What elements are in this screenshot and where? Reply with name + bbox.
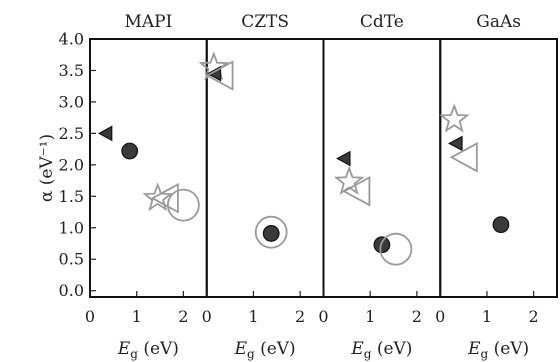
x-tick-label: 2 [529, 307, 539, 326]
data-point-circle [262, 225, 280, 242]
y-tick-label: 0.0 [59, 281, 84, 300]
y-tick-label: 1.5 [59, 187, 84, 206]
y-tick-label: 3.5 [59, 61, 84, 80]
panel-frame [89, 38, 208, 298]
data-point-triangle [448, 135, 463, 152]
panel-frame [439, 38, 558, 298]
y-tick-label: 2.0 [59, 155, 84, 174]
x-axis-label: Eg (eV) [350, 339, 412, 361]
data-point-triangle [449, 142, 478, 173]
panel-title: CdTe [360, 12, 404, 32]
data-point-triangle [97, 125, 113, 142]
panel-title: GaAs [476, 12, 521, 32]
y-axis-label: α (eV⁻¹) [37, 134, 57, 202]
data-point-circle [379, 232, 413, 266]
panel-title: CZTS [241, 12, 289, 32]
x-tick-label: 0 [202, 307, 212, 326]
data-point-triangle [342, 175, 371, 207]
data-point-triangle [336, 150, 351, 167]
x-tick-label: 1 [248, 307, 258, 326]
y-tick-label: 2.5 [59, 124, 84, 143]
data-point-circle [166, 188, 200, 222]
x-axis-label: Eg (eV) [117, 339, 179, 361]
y-tick-label: 3.0 [59, 92, 84, 111]
x-tick-label: 1 [365, 307, 375, 326]
x-tick-label: 0 [318, 307, 328, 326]
x-tick-label: 1 [132, 307, 142, 326]
data-point-triangle [150, 182, 179, 214]
panel-frame [205, 38, 325, 298]
y-tick-label: 4.0 [59, 30, 84, 49]
panel-title: MAPI [124, 12, 172, 32]
x-axis-label: Eg (eV) [467, 339, 529, 361]
data-point-star [142, 182, 174, 212]
data-point-circle [254, 215, 288, 249]
x-axis-label: Eg (eV) [234, 339, 296, 361]
data-point-triangle [205, 60, 234, 91]
x-tick-label: 2 [178, 307, 188, 326]
x-tick-label: 0 [85, 307, 95, 326]
data-point-circle [121, 142, 139, 160]
y-tick-label: 0.5 [59, 250, 84, 269]
x-tick-label: 2 [295, 307, 305, 326]
data-point-circle [492, 216, 510, 234]
panel-frame [322, 38, 442, 298]
y-tick-label: 1.0 [59, 218, 84, 237]
x-tick-label: 2 [412, 307, 422, 326]
x-tick-label: 1 [482, 307, 492, 326]
data-point-star [438, 103, 470, 133]
x-tick-label: 0 [435, 307, 445, 326]
